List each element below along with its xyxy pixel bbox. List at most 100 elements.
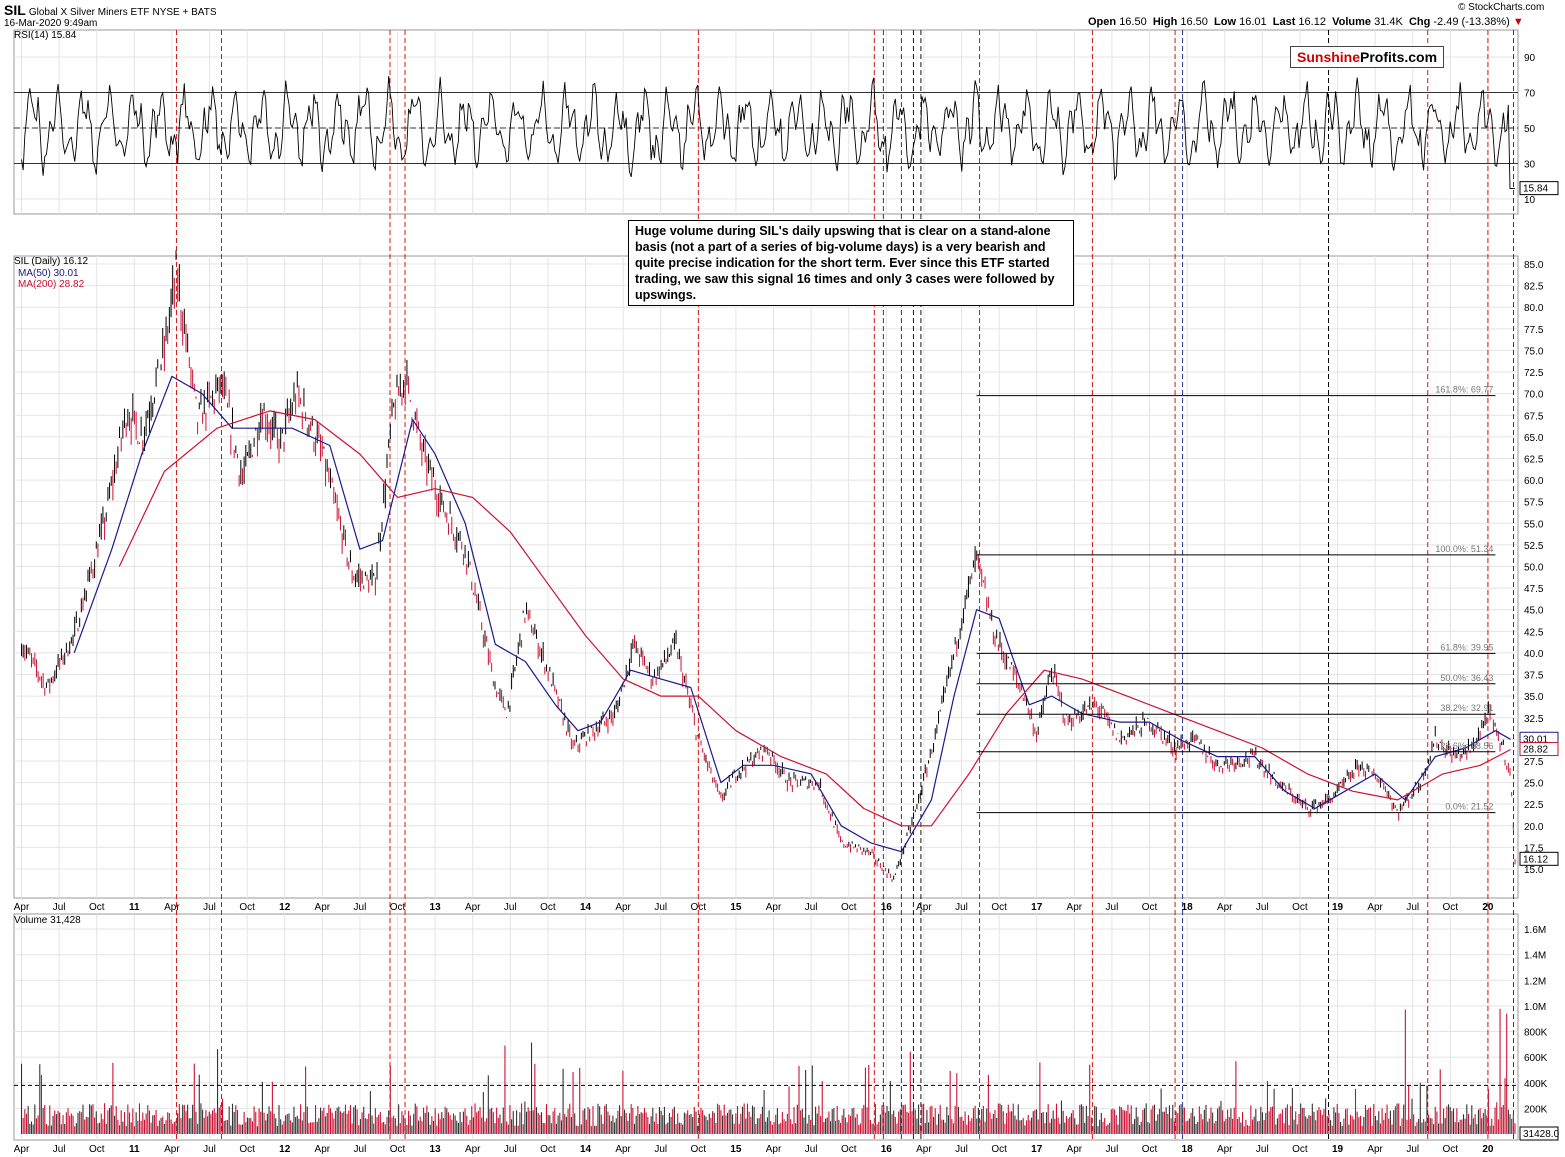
x-tick-label-bottom: Oct: [540, 1144, 556, 1155]
x-tick-label-bottom: 12: [279, 1144, 291, 1155]
volume-y-tick: 400K: [1524, 1079, 1548, 1090]
ma50-line: [73, 375, 1511, 853]
price-y-tick: 85.0: [1524, 260, 1544, 271]
price-y-tick: 15.0: [1524, 865, 1544, 876]
price-y-tick: 20.0: [1524, 822, 1544, 833]
x-tick-label-bottom: Jul: [654, 1144, 667, 1155]
x-tick-label-bottom: 14: [580, 1144, 592, 1155]
volume-last-label-box: [1519, 1126, 1559, 1141]
x-tick-label-bottom: 16: [881, 1144, 893, 1155]
x-tick-label: Jul: [354, 902, 367, 913]
price-y-tick: 75.0: [1524, 346, 1544, 357]
price-y-tick: 70.0: [1524, 390, 1544, 401]
x-tick-label-bottom: Oct: [841, 1144, 857, 1155]
rsi-last-label-box: [1519, 181, 1559, 196]
price-last-label: 16.12: [1523, 854, 1548, 865]
copyright: © StockCharts.com: [1458, 2, 1545, 13]
x-tick-label-bottom: Jul: [1406, 1144, 1419, 1155]
x-tick-label: Apr: [1367, 902, 1383, 913]
fib-label: 38.2%: 32.91: [1440, 703, 1493, 713]
price-last-label-box: [1519, 851, 1559, 866]
x-tick-label-bottom: Oct: [1292, 1144, 1308, 1155]
open-label: Open: [1088, 16, 1117, 28]
fib-label: 161.8%: 69.77: [1435, 385, 1493, 395]
chg-value: -2.49 (-13.38%): [1433, 16, 1510, 28]
x-tick-label-bottom: 18: [1182, 1144, 1194, 1155]
fib-label: 100.0%: 51.34: [1435, 544, 1493, 554]
x-tick-label: Jul: [1106, 902, 1119, 913]
price-y-tick: 17.5: [1524, 843, 1544, 854]
volume-label: Volume: [1332, 16, 1371, 28]
price-y-tick: 57.5: [1524, 498, 1544, 509]
x-tick-label: Oct: [1443, 902, 1459, 913]
x-tick-label: Oct: [1142, 902, 1158, 913]
x-tick-label: Oct: [89, 902, 105, 913]
chg-label: Chg: [1408, 16, 1431, 28]
x-tick-label: Jul: [1256, 902, 1269, 913]
x-tick-label-bottom: Jul: [504, 1144, 517, 1155]
x-tick-label-bottom: Apr: [164, 1144, 180, 1155]
open-value: 16.50: [1119, 16, 1147, 28]
x-tick-label: 16: [881, 902, 893, 913]
x-tick-label: Apr: [916, 902, 932, 913]
down-arrow-icon: ▼: [1512, 16, 1524, 28]
x-tick-label: Oct: [239, 902, 255, 913]
price-y-tick: 82.5: [1524, 282, 1544, 293]
x-tick-label: Apr: [465, 902, 481, 913]
ma200-line: [118, 410, 1511, 827]
x-tick-label: Jul: [203, 902, 216, 913]
price-title: SIL (Daily) 16.12: [14, 256, 89, 267]
x-tick-label-bottom: Jul: [1106, 1144, 1119, 1155]
panel-frame-2: [13, 913, 1519, 1141]
x-tick-label: 11: [129, 902, 140, 913]
rsi-y-tick: 90: [1524, 53, 1536, 64]
price-y-tick: 40.0: [1524, 649, 1544, 660]
x-tick-label-bottom: Apr: [315, 1144, 331, 1155]
last-label: Last: [1272, 16, 1296, 28]
fib-label: 61.8%: 39.95: [1440, 642, 1493, 652]
low-label: Low: [1214, 16, 1237, 28]
quote-line: Open 16.50 High 16.50 Low 16.01 Last 16.…: [1088, 16, 1524, 28]
volume-y-tick: 600K: [1524, 1053, 1548, 1064]
rsi-y-tick: 10: [1524, 195, 1536, 206]
x-tick-label-bottom: Apr: [1067, 1144, 1083, 1155]
volume-y-tick: 1.6M: [1524, 925, 1546, 936]
volume-y-tick: 1.2M: [1524, 976, 1546, 987]
price-y-tick: 52.5: [1524, 541, 1544, 552]
x-tick-label-bottom: Apr: [1367, 1144, 1383, 1155]
brand-part2: Profits.com: [1360, 49, 1438, 65]
volume-title: Volume 31,428: [14, 915, 81, 926]
price-y-tick: 65.0: [1524, 433, 1544, 444]
price-y-tick: 47.5: [1524, 584, 1544, 595]
x-tick-label-bottom: Jul: [53, 1144, 66, 1155]
x-tick-label-bottom: Apr: [766, 1144, 782, 1155]
x-tick-label: Oct: [390, 902, 406, 913]
price-y-tick: 72.5: [1524, 368, 1544, 379]
fund-name: Global X Silver Miners ETF: [28, 7, 150, 18]
fib-label: 23.6%: 28.56: [1440, 741, 1493, 751]
x-tick-label: Apr: [164, 902, 180, 913]
x-tick-label: Apr: [766, 902, 782, 913]
exchange: NYSE + BATS: [152, 7, 217, 18]
x-tick-label: Apr: [1067, 902, 1083, 913]
x-tick-label: 13: [430, 902, 442, 913]
panel-frame-0: [13, 29, 1519, 215]
rsi-line: [21, 75, 1515, 190]
volume-y-tick: 1.0M: [1524, 1002, 1546, 1013]
price-y-tick: 55.0: [1524, 519, 1544, 530]
low-value: 16.01: [1239, 16, 1267, 28]
rsi-last-label: 15.84: [1523, 184, 1548, 195]
x-tick-label: Apr: [615, 902, 631, 913]
x-tick-label: Jul: [1406, 902, 1419, 913]
rsi-title: RSI(14) 15.84: [14, 30, 77, 41]
price-y-tick: 35.0: [1524, 692, 1544, 703]
x-tick-label: Oct: [540, 902, 556, 913]
x-tick-label-bottom: Apr: [465, 1144, 481, 1155]
x-tick-label: 20: [1482, 902, 1494, 913]
price-y-tick: 32.5: [1524, 714, 1544, 725]
fib-label: 0.0%: 21.52: [1445, 802, 1493, 812]
x-tick-label-bottom: 20: [1482, 1144, 1494, 1155]
x-tick-label-bottom: Apr: [916, 1144, 932, 1155]
x-tick-label-bottom: Oct: [239, 1144, 255, 1155]
